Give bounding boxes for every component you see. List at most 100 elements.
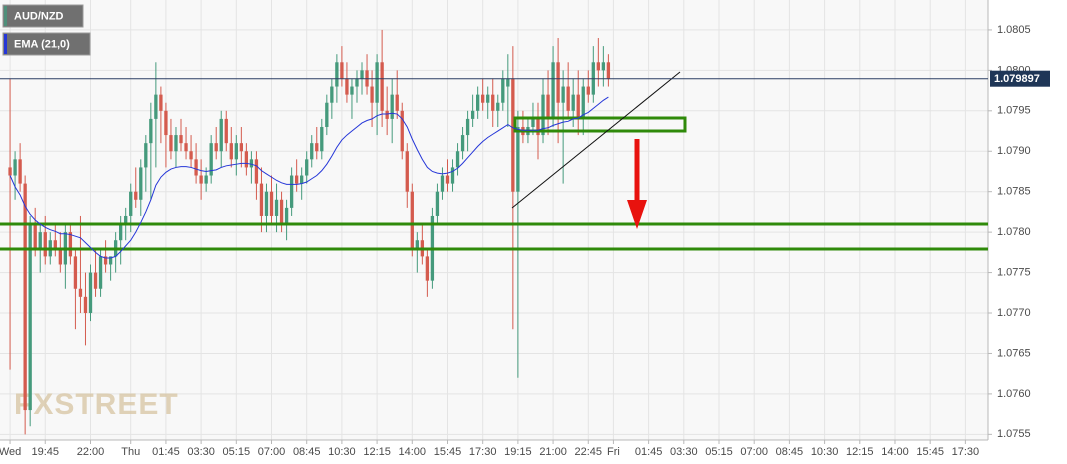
x-tick-label: 08:45 [776,446,804,458]
x-tick-label: 14:00 [399,446,427,458]
candle-body [571,94,575,111]
candle-body [581,86,585,119]
x-tick-label: 19:15 [504,446,532,458]
candle-body [119,224,123,241]
candle-body [78,288,83,297]
candle-body [596,62,600,71]
candle-body [460,135,465,152]
candle-body [259,183,264,216]
candle-body [164,110,168,136]
candle-body [18,159,22,184]
candle-body [506,78,510,87]
legend-box [2,4,84,28]
candle-body [209,143,213,176]
candle-body [340,62,344,79]
candle-body [486,94,490,103]
candle-body [129,191,133,216]
candle-body [274,199,279,216]
marks [8,29,611,435]
x-tick-label: 21:00 [539,446,567,458]
candle-body [435,191,440,216]
y-tick-label: 1.0775 [997,266,1031,278]
candle-body [284,207,289,225]
candle-body [380,62,384,111]
candle-body [586,86,590,95]
y-tick-label: 1.0795 [997,105,1031,117]
candle-body [229,143,233,160]
candle-body [73,256,78,289]
y-tick-label: 1.0765 [997,347,1031,359]
candle-body [294,175,299,184]
last-price-tag [990,70,1050,87]
candle-body [556,62,560,103]
x-tick-label: 10:30 [328,446,356,458]
candle-body [239,143,244,152]
candle-body [546,94,550,119]
candle-body [219,118,223,152]
candle-body [360,70,364,79]
candle-body [199,175,203,184]
x-tick-label: 19:45 [31,446,59,458]
candle-body [455,151,460,168]
candle-body [465,118,470,136]
x-tick-label: 10:30 [811,446,839,458]
y-tick-label: 1.0770 [997,307,1031,319]
candle-body [189,151,193,160]
candle-body [355,78,359,87]
candle-body [8,167,12,176]
x-tick-label: Thu [121,446,140,458]
y-tick-label: 1.0790 [997,145,1031,157]
x-tick-label: 01:45 [635,446,663,458]
legend-swatch [4,34,7,54]
candle-body [310,143,314,160]
x-tick-label: 08:45 [293,446,321,458]
candle-body [249,159,254,168]
candle-body [475,94,480,111]
candle-body [561,86,565,103]
legend-box [2,32,91,56]
candle-body [300,175,304,184]
overlay [0,78,988,259]
candle-body [264,191,269,216]
candle-body [139,167,143,200]
candle-body [289,175,294,208]
x-tick-label: 17:30 [952,446,980,458]
x-tick-label: 12:15 [846,446,874,458]
x-tick-label: Fri [607,446,620,458]
candle-body [98,256,103,289]
candle-body [350,86,354,95]
candle-body [88,272,93,314]
y-tick-label: 1.0785 [997,186,1031,198]
x-tick-label: Wed [0,446,21,458]
candle-body [179,135,183,144]
x-tick-label: 07:00 [258,446,286,458]
x-tick-label: 05:15 [705,446,733,458]
candle-body [390,94,394,119]
x-tick-label: 22:00 [77,446,105,458]
candle-body [470,110,475,119]
candle-body [445,175,450,184]
y-tick-label: 1.0760 [997,388,1031,400]
candle-body [159,94,163,111]
candle-body [410,191,414,249]
candle-body [234,143,238,160]
candle-body [224,118,228,144]
candle-body [440,175,445,192]
candle-body [450,167,455,184]
candle-body [606,62,611,79]
x-tick-label: 15:45 [916,446,944,458]
candle-body [254,159,259,184]
candle-body [405,151,409,192]
candle-body [53,240,57,249]
candle-body [375,62,379,103]
candle-body [385,110,389,119]
candle-body [511,78,515,192]
candle-body [149,118,153,144]
candle-body [516,126,520,192]
x-tick-label: 03:30 [670,446,698,458]
candle-body [93,272,98,289]
x-tick-label: 12:15 [363,446,391,458]
x-tick-label: 01:45 [152,446,180,458]
candle-body [134,191,138,200]
zone-box [513,116,687,133]
